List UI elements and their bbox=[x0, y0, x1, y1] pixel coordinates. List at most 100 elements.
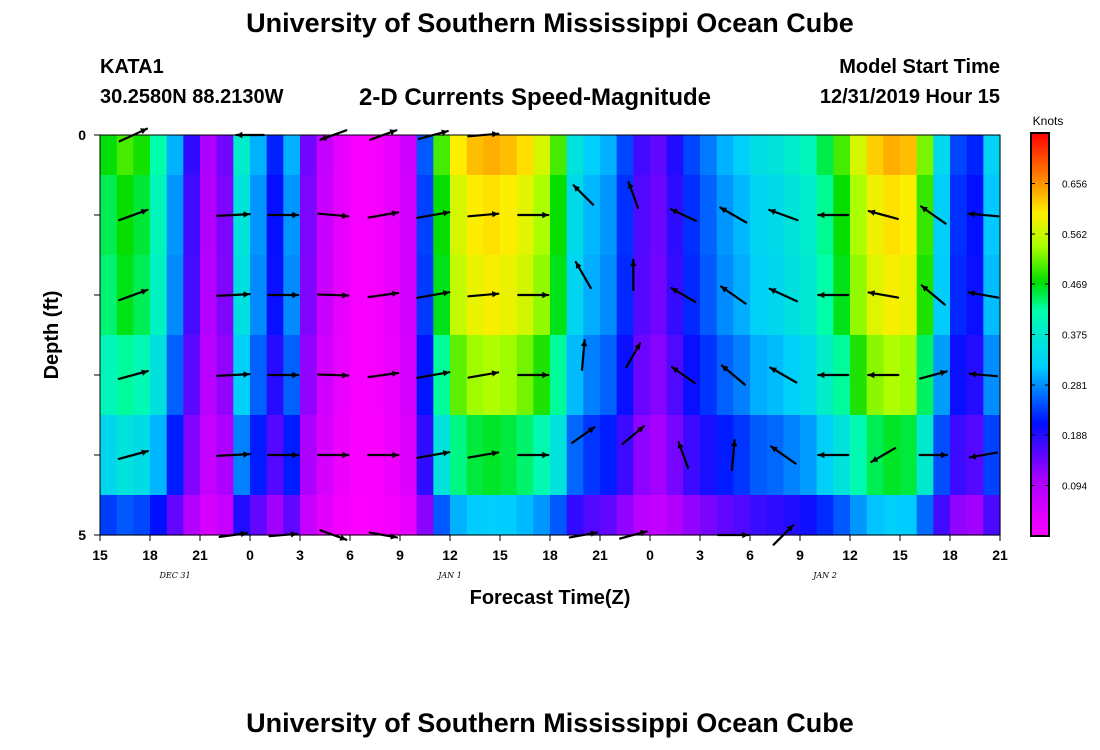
heat-cell bbox=[300, 175, 318, 256]
current-vector bbox=[768, 287, 799, 303]
current-vector bbox=[572, 184, 595, 206]
current-vector bbox=[769, 366, 798, 384]
heat-cell bbox=[233, 135, 251, 176]
current-vector bbox=[367, 370, 400, 379]
heat-cell bbox=[800, 335, 818, 416]
heat-cell bbox=[383, 495, 401, 536]
heat-cell bbox=[883, 415, 901, 496]
current-vector bbox=[719, 285, 747, 305]
heat-cell bbox=[916, 255, 934, 336]
heat-cell bbox=[100, 415, 118, 496]
heat-cell bbox=[366, 175, 384, 256]
heat-cell bbox=[750, 415, 768, 496]
heat-cell bbox=[450, 255, 468, 336]
heat-cell bbox=[650, 415, 668, 496]
heat-cell bbox=[550, 495, 568, 536]
heat-cell bbox=[566, 175, 584, 256]
heat-cell bbox=[383, 135, 401, 176]
heat-cell bbox=[333, 135, 351, 176]
heat-cell bbox=[983, 415, 1001, 496]
current-vector bbox=[517, 371, 550, 379]
heat-cell bbox=[400, 415, 418, 496]
heat-cell bbox=[500, 175, 518, 256]
heat-cell bbox=[483, 135, 501, 176]
heat-cell bbox=[383, 255, 401, 336]
x-tick-label: 3 bbox=[696, 547, 704, 563]
heat-cell bbox=[850, 255, 868, 336]
heat-cell bbox=[600, 175, 618, 256]
heat-cell bbox=[850, 175, 868, 256]
current-vector bbox=[968, 371, 999, 378]
x-tick-label: 21 bbox=[992, 547, 1008, 563]
heat-cell bbox=[933, 175, 951, 256]
colorbar-tick-label: 0.281 bbox=[1062, 381, 1087, 392]
heat-cell bbox=[883, 495, 901, 536]
footer-title: University of Southern Mississippi Ocean… bbox=[246, 708, 854, 738]
current-vector bbox=[677, 441, 690, 469]
heat-cell bbox=[200, 495, 218, 536]
heat-cell bbox=[316, 135, 334, 176]
heat-cell bbox=[666, 495, 684, 536]
heat-cell bbox=[266, 495, 284, 536]
current-vector bbox=[317, 212, 350, 219]
heat-cell bbox=[966, 255, 984, 336]
heat-cell bbox=[733, 175, 751, 256]
heat-cell bbox=[583, 415, 601, 496]
heat-cell bbox=[900, 255, 918, 336]
heat-cell bbox=[350, 415, 368, 496]
heat-cell bbox=[833, 135, 851, 176]
heat-cell bbox=[850, 135, 868, 176]
heat-cell bbox=[150, 175, 168, 256]
heat-cell bbox=[216, 495, 234, 536]
heat-cell bbox=[566, 255, 584, 336]
heat-cell bbox=[200, 255, 218, 336]
heat-cell bbox=[883, 135, 901, 176]
heat-cell bbox=[700, 255, 718, 336]
heat-cell bbox=[500, 335, 518, 416]
current-vector bbox=[627, 181, 640, 209]
current-vector bbox=[517, 291, 550, 299]
current-vector bbox=[730, 439, 738, 471]
heat-cell bbox=[900, 135, 918, 176]
heat-cell bbox=[450, 175, 468, 256]
heat-cell bbox=[566, 415, 584, 496]
heat-cell bbox=[700, 135, 718, 176]
current-vector bbox=[267, 291, 300, 299]
heat-cell bbox=[550, 135, 568, 176]
heat-cell bbox=[683, 415, 701, 496]
heat-cell bbox=[766, 415, 784, 496]
current-vector bbox=[416, 450, 451, 459]
current-vector bbox=[117, 449, 149, 460]
heat-cell bbox=[733, 255, 751, 336]
heat-cell bbox=[133, 415, 151, 496]
y-tick-label: 5 bbox=[78, 527, 86, 543]
heat-cell bbox=[716, 415, 734, 496]
heat-cell bbox=[250, 135, 268, 176]
heat-cell bbox=[116, 335, 134, 416]
heat-cell bbox=[116, 175, 134, 256]
heat-cell bbox=[550, 175, 568, 256]
heat-cell bbox=[800, 135, 818, 176]
x-tick-label: 12 bbox=[442, 547, 458, 563]
x-axis-title: Forecast Time(Z) bbox=[470, 587, 631, 609]
heat-cell bbox=[783, 495, 801, 536]
heat-cell bbox=[683, 335, 701, 416]
x-tick-label: 15 bbox=[492, 547, 508, 563]
colorbar-tick-label: 0.656 bbox=[1062, 180, 1087, 191]
heat-cell bbox=[150, 415, 168, 496]
heat-cell bbox=[883, 175, 901, 256]
heat-cell bbox=[516, 495, 534, 536]
heat-cell bbox=[383, 335, 401, 416]
heat-cell bbox=[716, 255, 734, 336]
heat-cell bbox=[300, 495, 318, 536]
heat-cell bbox=[433, 495, 451, 536]
heat-cell bbox=[950, 335, 968, 416]
heat-cell bbox=[366, 495, 384, 536]
heat-cell bbox=[466, 335, 484, 416]
heat-cell bbox=[916, 175, 934, 256]
heat-cell bbox=[783, 255, 801, 336]
current-vector bbox=[216, 451, 251, 458]
heat-cell bbox=[650, 495, 668, 536]
current-vector bbox=[967, 290, 1000, 299]
